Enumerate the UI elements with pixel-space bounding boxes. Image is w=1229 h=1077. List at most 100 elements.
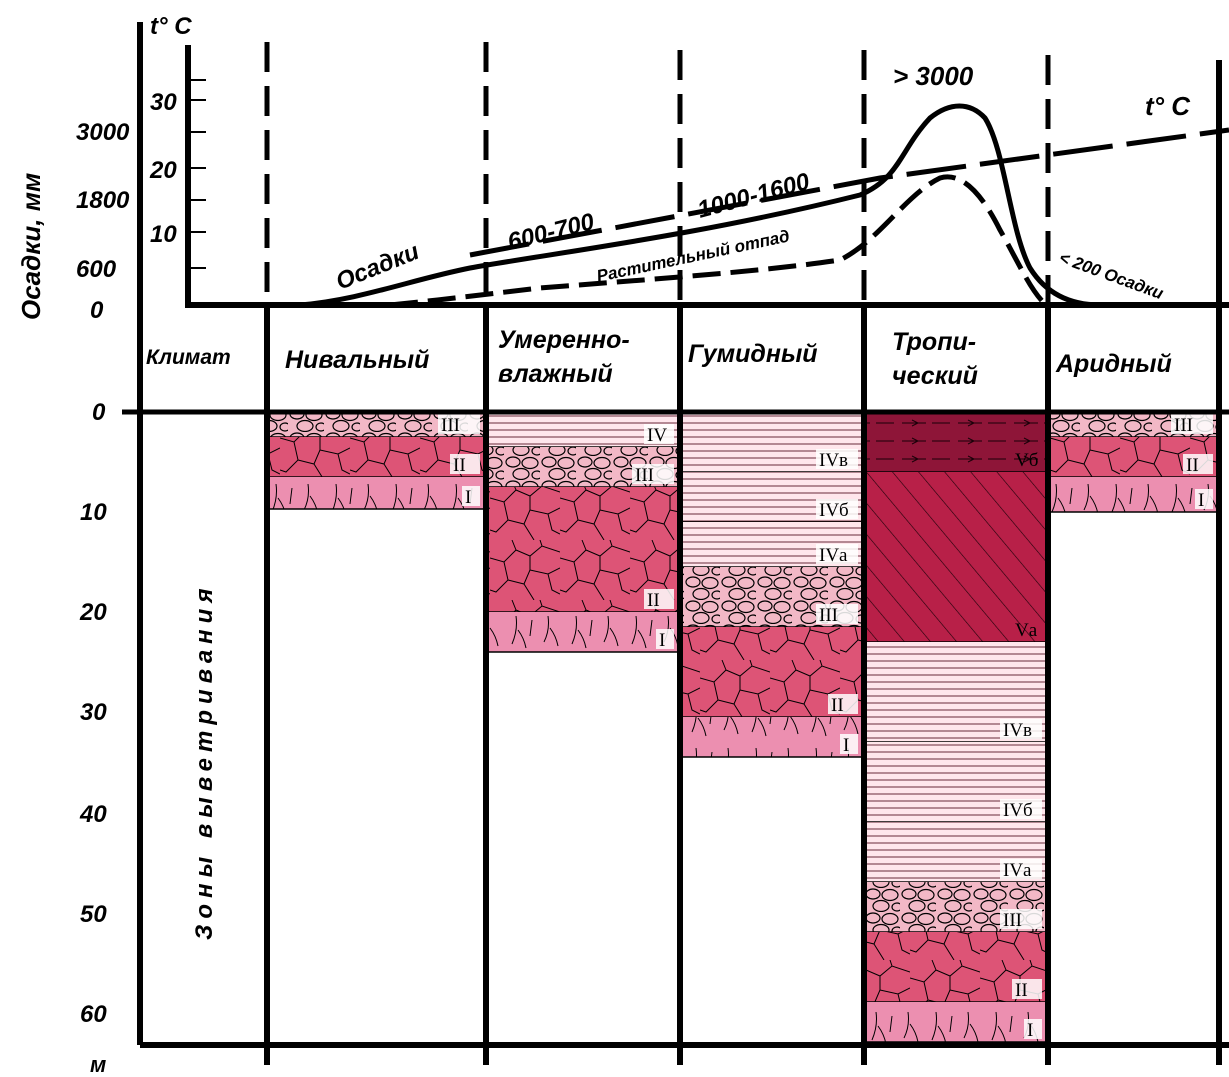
depth-tick-0: 0 xyxy=(92,399,106,426)
layer-label-bg xyxy=(1000,909,1042,929)
precip-tick-1800: 1800 xyxy=(76,187,130,214)
layer-label: Vа xyxy=(1015,620,1038,641)
layer-label: II xyxy=(831,695,844,716)
layer-label: IVа xyxy=(1003,860,1032,881)
precip-tick-0: 0 xyxy=(90,297,104,324)
layer-label-bg xyxy=(1000,859,1042,879)
layer-label-bg xyxy=(816,449,858,469)
depth-tick-60: 60 xyxy=(80,1001,107,1028)
layer-label: III xyxy=(1174,415,1193,436)
layer-label-bg xyxy=(462,486,480,506)
layer-label: IVв xyxy=(1003,720,1032,741)
depth-tick-20: 20 xyxy=(79,599,107,626)
annotation-arid-precip: < 200 Осадки xyxy=(1057,248,1167,303)
layer-label-bg xyxy=(644,589,674,609)
layer-hatch xyxy=(867,472,1046,642)
annotation-osadki: Осадки xyxy=(332,238,423,296)
layer-label-bg xyxy=(1183,454,1213,474)
layer-label: II xyxy=(1015,980,1028,1001)
layer-crack xyxy=(270,437,484,477)
climate-temperate-line1: Умеренно- xyxy=(498,326,630,354)
depth-tick-10: 10 xyxy=(80,499,107,526)
layer-label-bg xyxy=(816,604,858,624)
layer-label-bg xyxy=(1000,719,1042,739)
layer-label: II xyxy=(1186,455,1199,476)
layer-label: IV xyxy=(647,425,667,446)
climate-temperate-line2: влажный xyxy=(498,360,613,388)
layer-label: IVв xyxy=(819,450,848,471)
layer-label-bg xyxy=(816,499,858,519)
layer-label: III xyxy=(819,605,838,626)
layer-label: I xyxy=(659,630,665,651)
precip-tick-3000: 3000 xyxy=(76,119,130,146)
precip-tick-600: 600 xyxy=(76,256,117,283)
layer-label-bg xyxy=(656,629,674,649)
climate-tropical-line1: Тропи- xyxy=(892,328,976,356)
layer-root xyxy=(270,477,484,509)
climate-tropical-line2: ческий xyxy=(892,362,978,390)
depth-tick-50: 50 xyxy=(80,901,107,928)
layer-label-bg xyxy=(1000,799,1042,819)
climate-row: Климат Нивальный Умеренно- влажный Гумид… xyxy=(146,326,1172,390)
layer-root xyxy=(489,612,678,652)
temp-tick-10: 10 xyxy=(150,221,177,248)
layer-label-bg xyxy=(438,414,480,434)
climate-nival: Нивальный xyxy=(285,346,429,374)
climate-arid: Аридный xyxy=(1055,350,1172,378)
top-chart xyxy=(185,42,1229,310)
layer-label-bg xyxy=(632,464,674,484)
annotation-1000-1600: 1000-1600 xyxy=(695,168,813,224)
layer-label: Vб xyxy=(1015,450,1038,471)
layer-label: III xyxy=(441,415,460,436)
layer-label-bg xyxy=(1195,489,1213,509)
layer-label-bg xyxy=(816,544,858,564)
layer-label-bg xyxy=(840,734,858,754)
temperature-curve xyxy=(469,127,1229,258)
layer-label-bg xyxy=(1012,979,1042,999)
temp-tick-20: 20 xyxy=(149,157,177,184)
layer-label: III xyxy=(635,465,654,486)
layer-label: IVб xyxy=(1003,800,1033,821)
layer-root xyxy=(683,717,862,757)
annotation-over-3000: > 3000 xyxy=(893,61,974,91)
layer-label: II xyxy=(453,455,466,476)
litter-curve xyxy=(389,174,1048,308)
temp-axis-label: t° C xyxy=(150,13,192,40)
climate-header: Климат xyxy=(146,346,231,369)
depth-unit: м xyxy=(90,1052,106,1077)
layer-label: I xyxy=(843,735,849,756)
layer-label: IVб xyxy=(819,500,849,521)
depth-axis-title: Зоны выветривания xyxy=(191,583,218,940)
climate-humid: Гумидный xyxy=(688,340,818,368)
layer-label: I xyxy=(1198,490,1204,511)
temp-ticks xyxy=(188,79,206,269)
layer-label: I xyxy=(1027,1020,1033,1041)
frame xyxy=(122,22,1229,1065)
depth-axis: 0 10 20 30 40 50 60 м Зоны выветривания xyxy=(79,399,218,1077)
weathering-profiles: IIIIIIIVIIIIIIIVвIVбIVаIIIIIIVбVаIVвIVбI… xyxy=(270,412,1217,1043)
layer-label-bg xyxy=(644,424,674,444)
layer-root xyxy=(867,1002,1046,1042)
layer-root xyxy=(1051,477,1217,512)
layer-label: II xyxy=(647,590,660,611)
layer-label: I xyxy=(465,487,471,508)
temp-tick-30: 30 xyxy=(150,89,177,116)
layer-label: IVа xyxy=(819,545,848,566)
depth-tick-30: 30 xyxy=(80,699,107,726)
annotation-t-curve: t° C xyxy=(1145,91,1191,121)
depth-tick-40: 40 xyxy=(79,801,107,828)
layer-label-bg xyxy=(828,694,858,714)
precipitation-curve xyxy=(299,103,1101,308)
precip-axis-label: Осадки, мм xyxy=(16,173,46,320)
layer-label-bg xyxy=(1171,414,1213,434)
layer-label: III xyxy=(1003,910,1022,931)
layer-label-bg xyxy=(450,454,480,474)
layer-dark xyxy=(867,412,1046,472)
layer-label-bg xyxy=(1024,1019,1042,1039)
